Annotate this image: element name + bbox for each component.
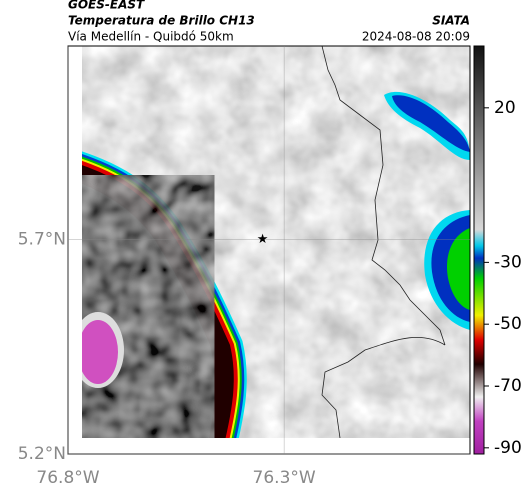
colorbar-tick-label: 20 [494, 98, 516, 118]
location-marker: ★ [257, 232, 269, 247]
imagery [82, 46, 470, 438]
colorbar-tick-label: -30 [494, 252, 522, 272]
subtitle: Temperatura de Brillo CH13 [68, 14, 255, 28]
x-tick-label: 76.3°W [253, 468, 316, 488]
colorbar [473, 45, 485, 455]
title: GOES-EAST [68, 0, 145, 12]
cloud-left [82, 151, 247, 438]
region: Vía Medellín - Quibdó 50km [68, 30, 234, 44]
cloud-right [384, 91, 470, 330]
colorbar-tick-label: -70 [494, 376, 522, 396]
colorbar-tick-label: -90 [494, 438, 522, 458]
x-tick-label: 76.8°W [36, 468, 99, 488]
boundaries [321, 46, 446, 438]
datetime: 2024-08-08 20:09 [362, 30, 470, 44]
y-tick-label: 5.7°N [18, 229, 66, 249]
source: SIATA [432, 14, 470, 28]
colorbar-tick-label: -50 [494, 314, 522, 334]
y-tick-label: 5.2°N [18, 444, 66, 464]
